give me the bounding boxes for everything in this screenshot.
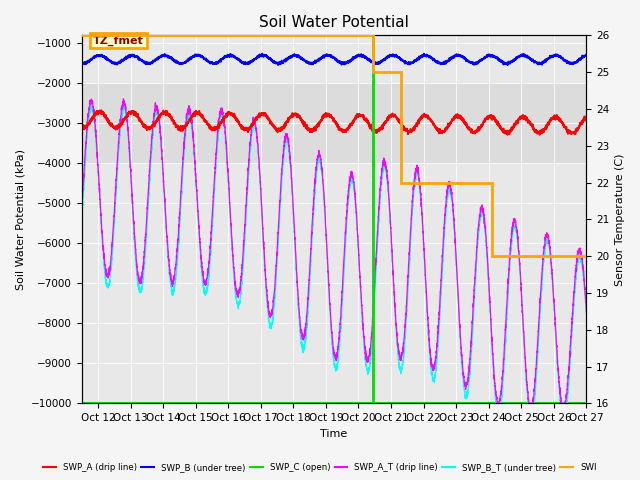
Title: Soil Water Potential: Soil Water Potential	[259, 15, 409, 30]
Bar	[82, 84, 586, 163]
Text: TZ_fmet: TZ_fmet	[93, 36, 144, 46]
Legend: SWP_A (drip line), SWP_B (under tree), SWP_C (open), SWP_A_T (drip line), SWP_B_: SWP_A (drip line), SWP_B (under tree), S…	[40, 460, 600, 476]
X-axis label: Time: Time	[321, 429, 348, 439]
Y-axis label: Sensor Temperature (C): Sensor Temperature (C)	[615, 153, 625, 286]
Y-axis label: Soil Water Potential (kPa): Soil Water Potential (kPa)	[15, 149, 25, 290]
